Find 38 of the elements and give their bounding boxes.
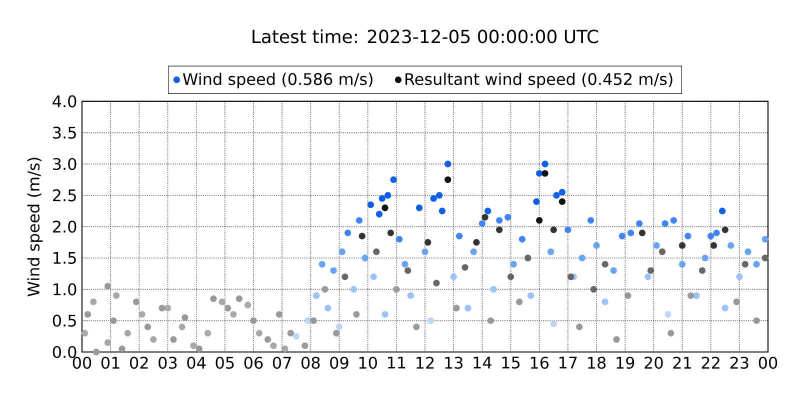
- x-tick-label: 00: [72, 356, 92, 369]
- x-tick-label: 05: [216, 356, 234, 369]
- x-tick-label: 01: [101, 356, 120, 369]
- x-tick-label: 10: [359, 356, 377, 369]
- x-tick-label: 15: [502, 356, 520, 369]
- x-tick-label: 12: [416, 356, 434, 369]
- x-tick-label: 03: [158, 356, 177, 369]
- y-tick-label: 1.0: [54, 283, 76, 296]
- y-tick-label: 4.0: [52, 95, 76, 108]
- x-tick-label: 09: [330, 356, 348, 369]
- x-tick-label: 21: [673, 356, 691, 369]
- x-tick-label: 11: [388, 356, 406, 368]
- y-tick-label: 3.0: [53, 158, 76, 170]
- y-tick-label: 0.5: [52, 314, 76, 327]
- x-tick-label: 18: [588, 356, 606, 369]
- x-tick-label: 06: [244, 356, 263, 369]
- x-tick-label: 07: [272, 356, 291, 369]
- y-tick-label: 2.0: [53, 220, 76, 233]
- x-tick-label: 17: [559, 356, 577, 368]
- chart-title: Latest time: 2023-12-05 00:00:00 UTC: [252, 29, 598, 44]
- x-tick-label: 23: [730, 356, 748, 369]
- x-tick-label: 08: [302, 356, 320, 369]
- x-tick-label: 22: [702, 356, 720, 369]
- x-tick-label: 14: [474, 356, 492, 368]
- y-tick-label: 1.5: [54, 252, 76, 264]
- x-tick-label: 16: [530, 356, 549, 369]
- y-tick-label: 3.5: [53, 126, 76, 139]
- legend-label: Resultant wind speed (0.452 m/s): [406, 72, 672, 88]
- y-tick-label: 0.0: [52, 346, 76, 358]
- x-tick-label: 00: [758, 356, 778, 369]
- y-axis-title: Wind speed (m/s): [27, 158, 43, 296]
- y-tick-label: 2.5: [53, 189, 76, 202]
- legend-label: Wind speed (0.586 m/s): [182, 72, 372, 88]
- x-tick-label: 13: [445, 356, 462, 369]
- x-tick-label: 20: [644, 356, 663, 369]
- x-tick-label: 02: [130, 356, 148, 369]
- x-tick-label: 04: [187, 356, 206, 369]
- x-tick-label: 19: [616, 356, 634, 369]
